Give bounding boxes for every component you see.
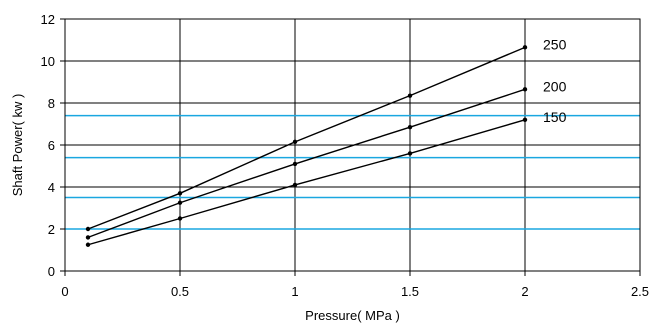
series-lines <box>85 45 528 247</box>
series-point-150 <box>292 182 298 188</box>
y-tick-label: 10 <box>41 54 55 69</box>
y-tick-label: 6 <box>48 138 55 153</box>
x-tick-label: 0 <box>61 284 68 299</box>
series-point-250 <box>292 139 298 145</box>
series-point-150 <box>522 117 528 123</box>
axis-ticks: 0 0.5 1 1.5 2 2.5 0 2 4 6 8 10 12 <box>41 12 650 299</box>
series-label-250: 250 <box>543 36 567 52</box>
y-tick-label: 8 <box>48 96 55 111</box>
y-tick-label: 4 <box>48 180 55 195</box>
x-tick-label: 2.5 <box>631 284 649 299</box>
y-tick-label: 12 <box>41 12 55 27</box>
series-point-150 <box>85 242 91 247</box>
series-point-200 <box>292 161 298 167</box>
series-labels: 250 200 150 <box>543 36 567 124</box>
series-point-200 <box>522 87 528 92</box>
series-point-200 <box>85 235 91 240</box>
x-tick-label: 1 <box>291 284 298 299</box>
series-point-250 <box>407 93 413 98</box>
reference-lines <box>65 114 640 230</box>
x-axis-title: Pressure( MPa ) <box>305 308 400 323</box>
x-tick-label: 1.5 <box>401 284 419 299</box>
series-point-200 <box>407 124 413 130</box>
series-point-250 <box>522 45 528 50</box>
x-tick-label: 0.5 <box>171 284 189 299</box>
series-point-150 <box>407 151 413 156</box>
series-line-250 <box>87 46 526 230</box>
x-tick-label: 2 <box>521 284 528 299</box>
series-line-200 <box>87 88 526 239</box>
series-point-200 <box>177 200 183 205</box>
series-line-150 <box>87 119 526 246</box>
series-point-250 <box>85 226 91 232</box>
y-tick-label: 0 <box>48 264 55 279</box>
series-point-150 <box>177 216 183 221</box>
series-label-200: 200 <box>543 78 567 94</box>
series-label-150: 150 <box>543 109 567 125</box>
series-point-250 <box>177 191 183 196</box>
y-tick-label: 2 <box>48 222 55 237</box>
y-axis-title: Shaft Power( kw ) <box>10 94 25 197</box>
